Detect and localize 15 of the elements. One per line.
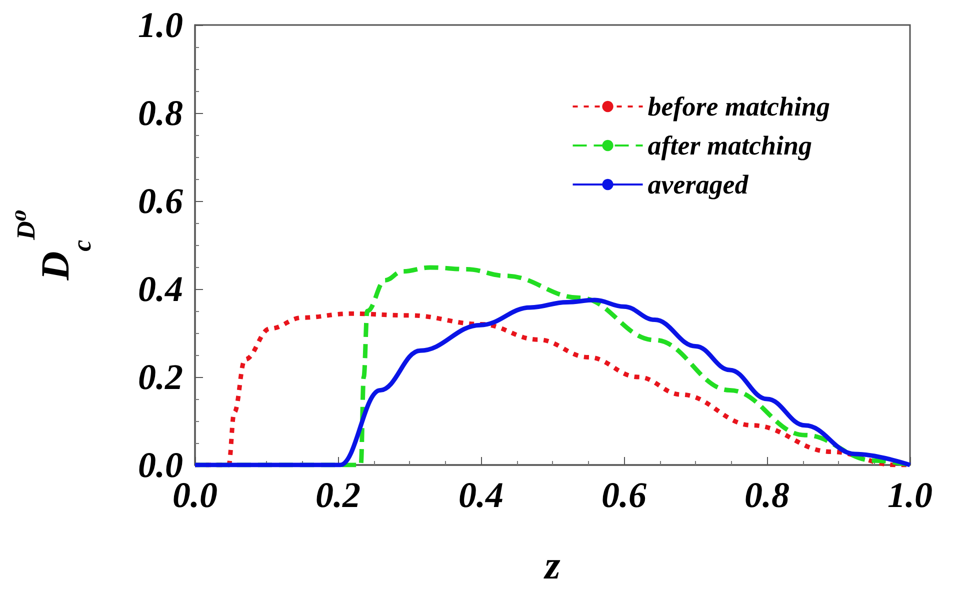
y-tick-label: 0.4 [138, 269, 183, 309]
x-tick-label: 0.6 [602, 475, 646, 515]
y-tick-label: 0.8 [138, 93, 183, 133]
x-tick-label: 0.4 [458, 475, 504, 515]
x-tick-label: 0.8 [744, 475, 790, 515]
x-axis-title: z [542, 542, 561, 588]
x-tick-label: 1.0 [888, 475, 932, 515]
y-tick-label: 0.2 [138, 357, 183, 397]
y-tick-label: 1.0 [138, 5, 183, 45]
legend-label: after matching [648, 130, 812, 160]
x-tick-label: 0.2 [316, 475, 360, 515]
legend-label: averaged [648, 170, 749, 200]
legend-label: before matching [648, 92, 830, 122]
y-axis-title: DcD⁰ [12, 209, 96, 282]
y-tick-label: 0.6 [138, 181, 183, 221]
